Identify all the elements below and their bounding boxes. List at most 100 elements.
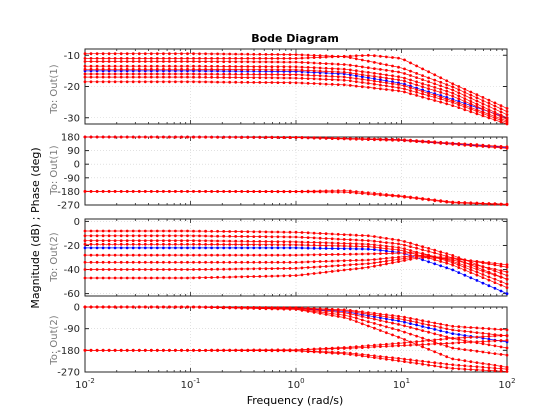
data-point (119, 52, 123, 56)
data-point (469, 268, 473, 272)
data-point (180, 276, 183, 280)
data-point (192, 135, 195, 139)
data-point (270, 190, 274, 194)
series-10 (83, 348, 509, 373)
data-point (306, 136, 310, 140)
data-point (373, 77, 376, 81)
data-point (342, 67, 346, 71)
data-point (192, 253, 195, 257)
data-point (421, 319, 424, 323)
data-point (487, 261, 491, 265)
data-point (403, 240, 406, 243)
data-point (180, 64, 183, 68)
data-point (174, 348, 177, 352)
data-point (427, 87, 430, 91)
data-point (288, 230, 292, 234)
data-point (318, 350, 322, 354)
data-point (403, 259, 406, 262)
data-point (385, 194, 388, 197)
data-point (499, 353, 503, 356)
data-point (149, 268, 153, 271)
data-point (475, 361, 479, 364)
data-point (119, 190, 123, 193)
data-point (155, 348, 159, 352)
data-point (487, 335, 491, 338)
data-point (180, 72, 183, 76)
data-point (475, 335, 479, 339)
data-point (457, 88, 461, 91)
data-point (330, 346, 334, 350)
data-point (125, 348, 129, 352)
data-point (493, 334, 497, 338)
data-point (391, 316, 394, 320)
data-point (469, 276, 473, 280)
data-point (222, 72, 226, 76)
data-point (204, 268, 208, 271)
data-point (101, 253, 105, 257)
data-point (155, 57, 159, 60)
data-point (451, 363, 455, 367)
data-point (451, 357, 455, 361)
data-point (330, 244, 334, 248)
data-point (391, 241, 394, 245)
data-point (294, 81, 298, 85)
data-point (373, 264, 376, 268)
data-point (318, 61, 322, 65)
data-point (107, 52, 111, 56)
data-point (397, 86, 400, 89)
data-point (348, 76, 352, 80)
data-point (186, 60, 189, 63)
data-point (409, 319, 412, 323)
data-point (421, 248, 424, 252)
data-point (246, 57, 250, 60)
data-point (421, 329, 424, 332)
data-point (487, 351, 491, 355)
data-point (168, 229, 171, 233)
data-point (312, 77, 316, 81)
data-point (186, 276, 189, 280)
data-point (228, 275, 232, 279)
data-point (481, 281, 485, 285)
data-point (475, 365, 479, 369)
data-point (162, 234, 165, 238)
data-point (276, 243, 280, 247)
data-point (131, 80, 135, 84)
data-point (234, 230, 238, 233)
data-point (354, 69, 358, 73)
data-point (125, 190, 129, 193)
data-point (391, 358, 394, 362)
data-point (240, 235, 244, 238)
y-tick-label: -270 (57, 368, 80, 379)
y-tick-label: -90 (64, 324, 80, 335)
data-point (499, 264, 503, 268)
data-point (475, 102, 479, 106)
data-point (385, 249, 388, 253)
data-point (192, 190, 195, 193)
data-point (385, 68, 388, 72)
data-point (125, 52, 129, 56)
data-point (83, 64, 87, 68)
data-point (89, 190, 93, 193)
data-point (95, 72, 99, 76)
data-point (113, 72, 117, 76)
data-point (415, 359, 418, 362)
data-point (143, 67, 147, 71)
data-point (336, 70, 340, 74)
data-point (324, 351, 328, 355)
data-point (397, 65, 400, 69)
data-point (276, 260, 280, 264)
data-point (391, 258, 394, 262)
data-point (216, 68, 220, 71)
data-point (276, 81, 280, 84)
data-point (493, 281, 497, 284)
data-point (493, 363, 497, 367)
data-point (397, 255, 400, 259)
data-point (469, 265, 473, 269)
data-point (131, 72, 135, 76)
data-point (101, 57, 105, 60)
data-point (113, 64, 117, 68)
data-point (306, 240, 310, 244)
data-point (137, 239, 141, 243)
data-point (342, 54, 346, 58)
data-point (198, 239, 201, 243)
